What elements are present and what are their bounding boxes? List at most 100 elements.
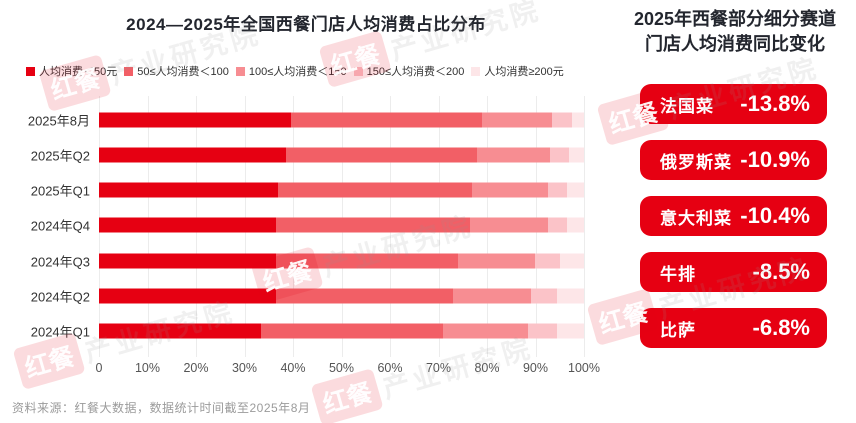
legend-swatch bbox=[353, 66, 363, 76]
bar-segment bbox=[285, 147, 478, 163]
legend-label: 人均消费≥200元 bbox=[484, 66, 564, 78]
legend-item: 人均消费＜50元 bbox=[26, 63, 117, 79]
legend-swatch bbox=[471, 66, 481, 76]
bar-segment bbox=[457, 253, 536, 269]
bar-segment bbox=[99, 323, 262, 339]
right-title-line2: 门店人均消费同比变化 bbox=[645, 34, 825, 54]
bar-row: 2024年Q1 bbox=[31, 314, 584, 349]
legend-item: 100≤人均消费＜150 bbox=[235, 63, 347, 79]
x-tick-label: 50% bbox=[328, 361, 355, 375]
x-axis: 0 10% 20% 30% 40% 50% 60% 70% 80% 90% 100% bbox=[95, 361, 600, 377]
bar-segment bbox=[547, 217, 567, 233]
bar-segment bbox=[99, 288, 277, 304]
bar-segment bbox=[567, 182, 584, 198]
bar-segment bbox=[567, 217, 584, 233]
trend-value: -10.9% bbox=[740, 147, 810, 172]
legend-item: 150≤人均消费＜200 bbox=[353, 63, 465, 79]
trend-badge: 比萨 -6.8% bbox=[640, 308, 827, 348]
bar-segment bbox=[472, 182, 548, 198]
hongcan-logo-icon: 红餐 bbox=[318, 30, 392, 89]
bar-segment bbox=[470, 217, 548, 233]
x-tick-label: 100% bbox=[568, 361, 600, 375]
y-axis-label: 2024年Q4 bbox=[30, 218, 90, 234]
trend-label: 牛排 bbox=[660, 264, 696, 284]
bar-segment bbox=[276, 217, 471, 233]
bar-segment bbox=[276, 288, 454, 304]
x-tick-label: 60% bbox=[377, 361, 403, 375]
bar-segment bbox=[477, 147, 551, 163]
legend-swatch bbox=[124, 66, 134, 76]
x-tick-label: 10% bbox=[134, 361, 161, 375]
trend-label: 俄罗斯菜 bbox=[660, 152, 732, 172]
trend-badge: 法国菜 -13.8% bbox=[640, 84, 827, 124]
chart-title: 2024—2025年全国西餐门店人均消费占比分布 bbox=[126, 15, 486, 34]
bar-segment bbox=[290, 112, 483, 128]
legend-item: 50≤人均消费＜100 bbox=[124, 63, 229, 79]
right-title-line1: 2025年西餐部分细分赛道 bbox=[633, 9, 837, 29]
bar-row: 2024年Q4 bbox=[31, 208, 584, 243]
legend-label: 100≤人均消费＜150 bbox=[248, 66, 347, 78]
chart-legend: 人均消费＜50元 50≤人均消费＜100 100≤人均消费＜150 150≤人均消费＜… bbox=[26, 64, 564, 78]
source-note: 资料来源：红餐大数据，数据统计时间截至2025年8月 bbox=[12, 401, 311, 415]
right-panel-title: 2025年西餐部分细分赛道 门店人均消费同比变化 bbox=[614, 7, 856, 57]
y-axis-label: 2025年Q2 bbox=[30, 148, 90, 164]
bar-segment bbox=[557, 323, 584, 339]
y-axis-label: 2024年Q1 bbox=[30, 324, 90, 340]
x-tick-label: 40% bbox=[280, 361, 306, 375]
trend-value: -8.5% bbox=[752, 259, 810, 284]
bar-segment bbox=[261, 323, 444, 339]
bar-segment bbox=[528, 323, 558, 339]
trend-badge: 俄罗斯菜 -10.9% bbox=[640, 140, 827, 180]
bar-row: 2025年8月 bbox=[28, 102, 584, 137]
legend-item: 人均消费≥200元 bbox=[471, 63, 564, 79]
grid-line bbox=[584, 96, 585, 357]
stacked-bar bbox=[99, 323, 584, 339]
trend-value: -6.8% bbox=[752, 315, 810, 340]
trend-value: -13.8% bbox=[740, 91, 810, 116]
legend-swatch bbox=[26, 66, 35, 76]
stacked-bar bbox=[99, 147, 584, 163]
bar-row: 2025年Q1 bbox=[31, 173, 584, 208]
bar-segment bbox=[276, 253, 458, 269]
stacked-bar bbox=[99, 253, 584, 269]
trend-badge-list: 法国菜 -13.8% 俄罗斯菜 -10.9% 意大利菜 -10.4% 牛排 -8.5% 比萨 -6… bbox=[640, 84, 827, 364]
stacked-bar bbox=[99, 112, 584, 128]
bar-segment bbox=[99, 147, 286, 163]
bar-segment bbox=[99, 112, 291, 128]
x-tick-label: 80% bbox=[474, 361, 500, 375]
bar-segment bbox=[547, 182, 567, 198]
bar-segment bbox=[550, 147, 570, 163]
bar-row: 2025年Q2 bbox=[31, 137, 584, 172]
trend-badge: 意大利菜 -10.4% bbox=[640, 196, 827, 236]
legend-label: 50≤人均消费＜100 bbox=[137, 66, 229, 78]
trend-label: 意大利菜 bbox=[660, 208, 732, 228]
bar-segment bbox=[453, 288, 531, 304]
legend-label: 人均消费＜50元 bbox=[39, 66, 118, 78]
bar-segment bbox=[552, 112, 572, 128]
legend-swatch bbox=[235, 66, 245, 76]
bar-segment bbox=[99, 217, 277, 233]
y-axis-label: 2024年Q3 bbox=[30, 254, 90, 270]
trend-value: -10.4% bbox=[740, 203, 810, 228]
bar-segment bbox=[482, 112, 553, 128]
bar-segment bbox=[443, 323, 529, 339]
bar-segment bbox=[571, 112, 584, 128]
bar-segment bbox=[559, 253, 584, 269]
x-tick-label: 20% bbox=[183, 361, 209, 375]
bar-segment bbox=[99, 182, 279, 198]
trend-label: 比萨 bbox=[660, 320, 696, 340]
legend-label: 150≤人均消费＜200 bbox=[366, 66, 465, 78]
x-tick-label: 30% bbox=[231, 361, 258, 375]
y-axis-label: 2025年Q1 bbox=[30, 183, 90, 199]
stacked-bar bbox=[99, 288, 584, 304]
bar-segment bbox=[535, 253, 560, 269]
bar-segment bbox=[569, 147, 584, 163]
bar-row: 2024年Q2 bbox=[31, 278, 584, 313]
x-tick-label: 0 bbox=[95, 361, 103, 375]
bar-segment bbox=[557, 288, 584, 304]
y-axis-label: 2025年8月 bbox=[27, 113, 90, 129]
plot-area: 2025年8月 2025年Q2 2025年Q1 2024年Q4 2024年Q3 2024年… bbox=[28, 96, 585, 357]
y-axis-label: 2024年Q2 bbox=[30, 289, 90, 305]
stacked-bar bbox=[99, 217, 584, 233]
